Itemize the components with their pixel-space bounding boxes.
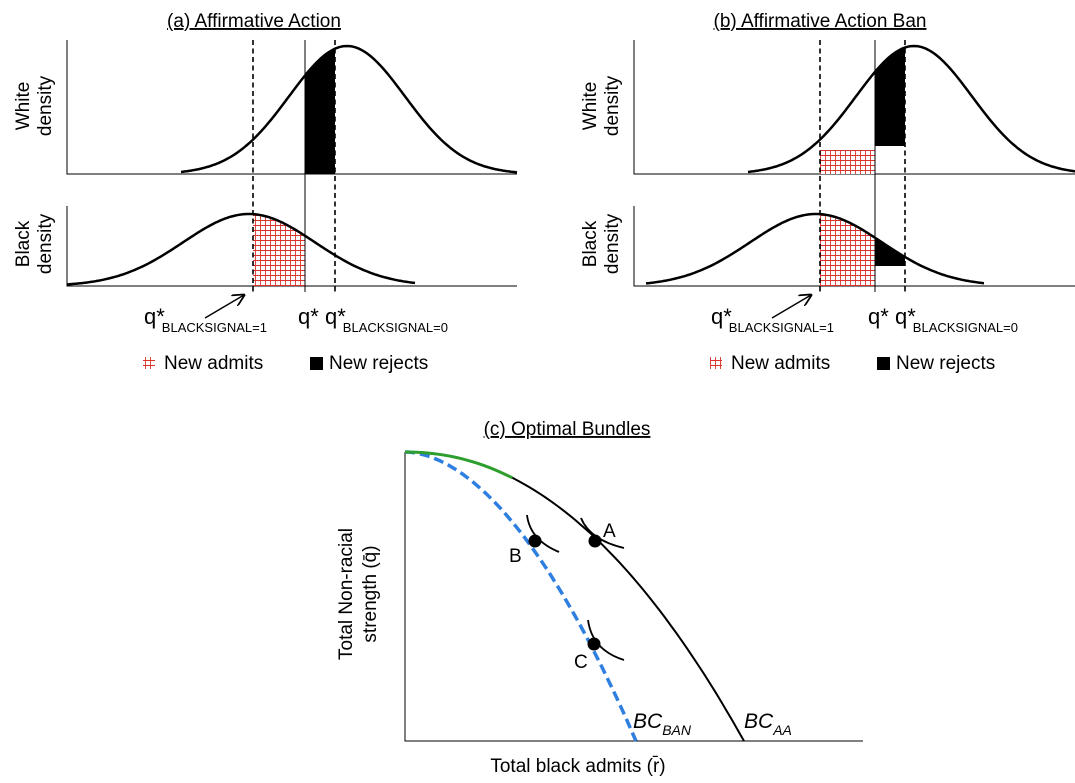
panel-a-white-density-curve — [180, 44, 518, 174]
bc-aa-label: BCAA — [744, 710, 792, 738]
frontier-overlap — [404, 450, 514, 480]
panel-b-title: (b) Affirmative Action Ban — [714, 11, 927, 32]
panel-c-title: (c) Optimal Bundles — [484, 419, 651, 440]
panel-a-arrow — [204, 295, 244, 319]
panel-b-white-label-2: density — [602, 75, 623, 136]
panel-c-axes — [404, 452, 863, 742]
panel-b-q-black0-label: q*BLACKSIGNAL=0 — [895, 304, 1018, 335]
panel-b-white-axes — [633, 40, 1075, 175]
panel-b-black-new-rejects-region — [875, 214, 905, 266]
panel-a-qstar-label: q* — [298, 304, 319, 329]
panel-b-legend-admits-swatch — [710, 357, 722, 369]
point-c-label: C — [574, 652, 588, 673]
panel-c-ylabel-1: Total Non-racial — [336, 528, 357, 660]
panel-c: (c) Optimal Bundles Total Non-racial str… — [336, 419, 863, 777]
panel-b-black-label-1: Black — [580, 220, 601, 267]
point-b — [528, 534, 542, 548]
panel-b-legend-admits: New admits — [731, 353, 830, 374]
panel-a-title: (a) Affirmative Action — [167, 11, 341, 32]
panel-a-white-axes — [66, 40, 517, 175]
panel-b-arrow — [771, 295, 811, 319]
panel-a-legend-rejects: New rejects — [329, 353, 428, 374]
panel-b-black-axes — [633, 206, 1075, 287]
panel-a-black-label-1: Black — [13, 220, 34, 267]
point-b-label: B — [509, 546, 522, 567]
panel-b-white-new-admits-region — [820, 150, 875, 174]
panel-b-black-new-admits-region — [820, 214, 875, 286]
bc-aa-curve — [404, 451, 745, 742]
point-a-label: A — [603, 521, 616, 542]
panel-b: (b) Affirmative Action Ban White density… — [580, 11, 1075, 374]
panel-b-legend-rejects: New rejects — [896, 353, 995, 374]
panel-a-legend-admits-swatch — [143, 357, 155, 369]
bc-ban-curve — [404, 450, 638, 742]
panel-a-white-label-2: density — [35, 75, 56, 136]
panel-b-white-density-curve — [747, 44, 1075, 174]
panel-c-ylabel-2: strength (q̄) — [360, 545, 381, 642]
panel-a-q-black1-label: q*BLACKSIGNAL=1 — [144, 304, 267, 335]
panel-a-new-admits-region — [253, 214, 305, 286]
panel-a-legend-rejects-swatch — [310, 357, 323, 370]
panel-a-black-axes — [66, 206, 517, 287]
panel-a-q-black0-label: q*BLACKSIGNAL=0 — [325, 304, 448, 335]
panel-b-white-new-rejects-region — [875, 46, 905, 146]
panel-b-black-density-curve — [645, 212, 985, 285]
point-a — [588, 534, 602, 548]
panel-a-black-label-2: density — [35, 213, 56, 274]
panel-b-white-label-1: White — [580, 82, 601, 131]
panel-b-qstar-label: q* — [868, 304, 889, 329]
point-c — [587, 637, 601, 651]
panel-a-black-density-curve — [66, 212, 416, 286]
panel-b-q-black1-label: q*BLACKSIGNAL=1 — [711, 304, 834, 335]
panel-a: (a) Affirmative Action White density Bla… — [13, 11, 518, 374]
bc-ban-label: BCBAN — [633, 710, 692, 738]
panel-a-white-label-1: White — [13, 82, 34, 131]
panel-b-legend-rejects-swatch — [877, 357, 890, 370]
panel-a-legend-admits: New admits — [164, 353, 263, 374]
panel-b-black-label-2: density — [602, 213, 623, 274]
panel-c-xlabel: Total black admits (r̄) — [490, 756, 665, 777]
